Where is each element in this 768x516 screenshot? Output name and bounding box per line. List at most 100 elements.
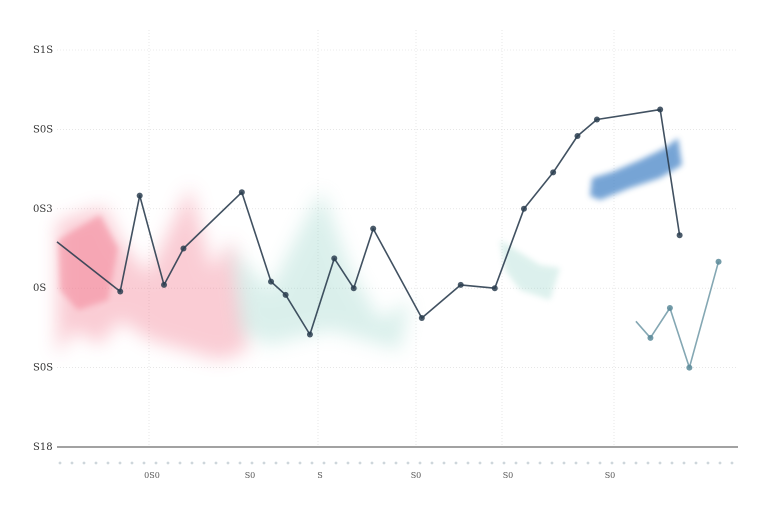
data-point <box>418 314 425 321</box>
axis-dot <box>598 461 602 465</box>
data-point <box>686 364 693 371</box>
y-tick-labels: S18 S0S 0S 0S3 S0S S1S <box>33 45 53 453</box>
axis-dot <box>634 461 638 465</box>
data-point <box>666 305 673 312</box>
x-tick-label: S0 <box>605 471 616 480</box>
axis-dot <box>214 461 218 465</box>
axis-dot <box>430 461 434 465</box>
data-point <box>136 192 143 199</box>
axis-dot <box>706 461 710 465</box>
data-points <box>117 106 722 371</box>
axis-dot <box>682 461 686 465</box>
axis-dot <box>190 461 194 465</box>
axis-dot <box>118 461 122 465</box>
axis-dot <box>538 461 542 465</box>
data-point <box>331 255 338 262</box>
data-point <box>282 291 289 298</box>
axis-dot <box>106 461 110 465</box>
x-tick-label: 0S0 <box>144 471 160 480</box>
axis-dot <box>526 461 530 465</box>
data-point <box>593 116 600 123</box>
grid-lines <box>57 30 738 447</box>
axis-dot <box>514 461 518 465</box>
series-line <box>635 261 720 369</box>
axis-dot <box>166 461 170 465</box>
axis-dot <box>250 461 254 465</box>
axis-dot <box>670 461 674 465</box>
axis-dot <box>502 461 506 465</box>
y-tick-label: 0S <box>33 283 46 294</box>
axis-dot <box>574 461 578 465</box>
x-tick-labels: 0S0 S0 S S0 S0 S0 <box>144 471 615 480</box>
axis-dot <box>394 461 398 465</box>
axis-dot <box>478 461 482 465</box>
x-tick-label: S0 <box>245 471 256 480</box>
axis-dot <box>694 461 698 465</box>
axis-dot <box>346 461 350 465</box>
axis-dot <box>238 461 242 465</box>
y-tick-label: S1S <box>33 45 53 56</box>
axis-dot <box>82 461 86 465</box>
axis-dot <box>94 461 98 465</box>
data-point <box>676 232 683 239</box>
axis-dot <box>274 461 278 465</box>
axis-dot <box>718 461 722 465</box>
axis-dot <box>262 461 266 465</box>
data-point <box>715 258 722 265</box>
axis-dot <box>322 461 326 465</box>
data-point <box>574 133 581 140</box>
wash-blue <box>590 138 682 200</box>
axis-dot <box>358 461 362 465</box>
wash-teal <box>232 190 410 350</box>
data-point <box>268 278 275 285</box>
data-point <box>457 281 464 288</box>
axis-dot <box>730 461 734 465</box>
wash-teal-right <box>500 240 560 300</box>
data-point <box>238 189 245 196</box>
axis-dot <box>442 461 446 465</box>
data-point <box>370 225 377 232</box>
data-point <box>520 205 527 212</box>
axis-dot <box>202 461 206 465</box>
data-point <box>306 331 313 338</box>
axis-dot <box>370 461 374 465</box>
data-point <box>161 281 168 288</box>
y-tick-label: S0S <box>33 124 53 135</box>
axis-dot <box>310 461 314 465</box>
axis-dot <box>610 461 614 465</box>
x-tick-label: S <box>317 471 322 480</box>
axis-dot <box>418 461 422 465</box>
axis-dot <box>58 461 62 465</box>
data-point <box>550 169 557 176</box>
axis-dot <box>406 461 410 465</box>
axis-dot <box>154 461 158 465</box>
axis-dot <box>586 461 590 465</box>
axis-dot <box>562 461 566 465</box>
axis-dot <box>130 461 134 465</box>
y-tick-label: S0S <box>33 363 53 374</box>
wash-pink-core <box>58 215 118 310</box>
data-point <box>117 288 124 295</box>
axis-dot <box>226 461 230 465</box>
axis-dot <box>454 461 458 465</box>
axis-dot <box>298 461 302 465</box>
axis-dot <box>622 461 626 465</box>
x-tick-label: S0 <box>411 471 422 480</box>
data-point <box>350 285 357 292</box>
y-tick-label: 0S3 <box>33 204 53 215</box>
y-tick-label: S18 <box>33 442 53 453</box>
data-point <box>180 245 187 252</box>
data-point <box>657 106 664 113</box>
axis-dot <box>550 461 554 465</box>
watercolor-washes <box>57 138 682 360</box>
x-axis <box>57 446 738 465</box>
axis-dot <box>490 461 494 465</box>
axis-dot <box>286 461 290 465</box>
axis-dot <box>466 461 470 465</box>
x-tick-label: S0 <box>503 471 514 480</box>
axis-dot <box>334 461 338 465</box>
axis-dot <box>178 461 182 465</box>
axis-dot <box>646 461 650 465</box>
